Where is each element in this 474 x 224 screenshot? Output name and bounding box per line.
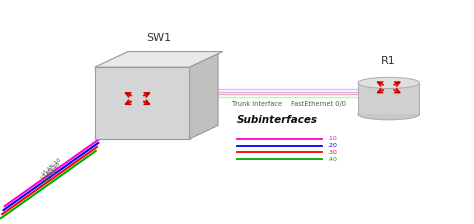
Polygon shape [190, 54, 218, 139]
Text: FastEthernet 0/0: FastEthernet 0/0 [291, 101, 346, 107]
Text: VLAN 40: VLAN 40 [38, 169, 59, 189]
Text: VLAN 20: VLAN 20 [40, 161, 61, 181]
Text: R1: R1 [381, 56, 396, 66]
FancyBboxPatch shape [358, 83, 419, 114]
Text: Subinterfaces: Subinterfaces [237, 115, 318, 125]
Text: .30: .30 [327, 150, 337, 155]
Ellipse shape [358, 109, 419, 120]
Text: .20: .20 [327, 143, 337, 148]
Text: .40: .40 [327, 157, 337, 162]
Text: Trunk Interface: Trunk Interface [232, 101, 282, 107]
Polygon shape [95, 67, 190, 139]
Ellipse shape [358, 77, 419, 88]
Text: .10: .10 [327, 136, 337, 141]
Polygon shape [95, 52, 223, 67]
Text: VLAN 10: VLAN 10 [42, 157, 63, 177]
Text: VLAN 30: VLAN 30 [39, 165, 60, 185]
Text: SW1: SW1 [146, 32, 172, 43]
